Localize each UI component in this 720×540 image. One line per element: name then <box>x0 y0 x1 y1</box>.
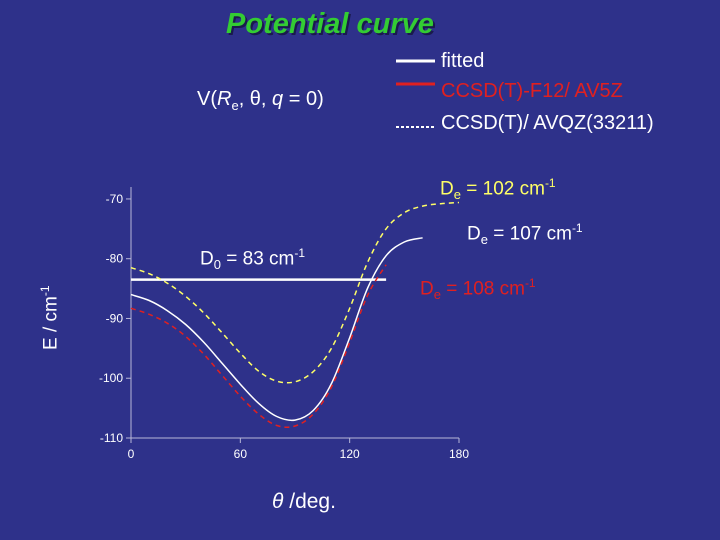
potential-label-q: q <box>272 88 284 110</box>
d0-main: D <box>200 248 214 270</box>
de-white-sup: -1 <box>571 221 583 235</box>
de-red-sub: e <box>433 287 441 303</box>
curve-f12-red-dashed <box>130 264 387 428</box>
y-tick-label: -110 <box>100 431 123 445</box>
de-annotation-yellow: De = 102 cm-1 <box>440 176 556 202</box>
y-tick-label: -100 <box>99 371 123 385</box>
de-red-main: D <box>420 278 434 300</box>
de-annotation-red: De = 108 cm-1 <box>420 276 536 302</box>
potential-label-tail: = 0) <box>283 88 324 110</box>
potential-label-rest: , θ, <box>238 88 273 110</box>
d0-sub: 0 <box>213 257 221 273</box>
x-tick-label: 60 <box>234 447 248 461</box>
d0-annotation: D0 = 83 cm-1 <box>200 246 305 272</box>
curve-avqz-yellow-dashed <box>130 201 460 384</box>
de-yellow-main: D <box>440 178 454 200</box>
potential-label-prefix: V( <box>197 88 217 110</box>
y-tick-label: -90 <box>106 311 124 325</box>
y-tick-label: -70 <box>106 192 124 206</box>
potential-label-symbol: R <box>217 88 232 110</box>
de-yellow-sub: e <box>453 187 461 203</box>
de-white-sub: e <box>480 232 488 248</box>
x-tick-label: 0 <box>128 447 135 461</box>
de-white-main: D <box>467 223 481 245</box>
de-yellow-value: = 102 cm <box>460 178 545 200</box>
x-axis-label-rest: /deg. <box>283 490 336 513</box>
x-tick-label: 120 <box>340 447 360 461</box>
de-red-sup: -1 <box>524 276 536 290</box>
d0-value: = 83 cm <box>220 248 295 270</box>
d0-sup: -1 <box>294 246 306 260</box>
x-tick-label: 180 <box>449 447 469 461</box>
legend-label-avqz: CCSD(T)/ AVQZ(33211) <box>441 112 654 134</box>
potential-label-subscript: e <box>231 98 239 113</box>
de-white-value: = 107 cm <box>487 223 572 245</box>
legend-label-fitted: fitted <box>441 50 485 72</box>
de-red-value: = 108 cm <box>440 278 525 300</box>
x-axis-label: θ /deg. <box>272 490 336 514</box>
chart-title: Potential curve <box>226 8 434 40</box>
potential-label: V(Re, θ, q = 0) <box>197 88 324 113</box>
curve-fitted-white <box>130 237 423 422</box>
de-yellow-sup: -1 <box>544 176 556 190</box>
legend-label-f12: CCSD(T)-F12/ AV5Z <box>441 80 623 102</box>
y-tick-label: -80 <box>106 252 124 266</box>
de-annotation-white: De = 107 cm-1 <box>467 221 583 247</box>
x-axis-label-theta: θ <box>272 490 284 513</box>
